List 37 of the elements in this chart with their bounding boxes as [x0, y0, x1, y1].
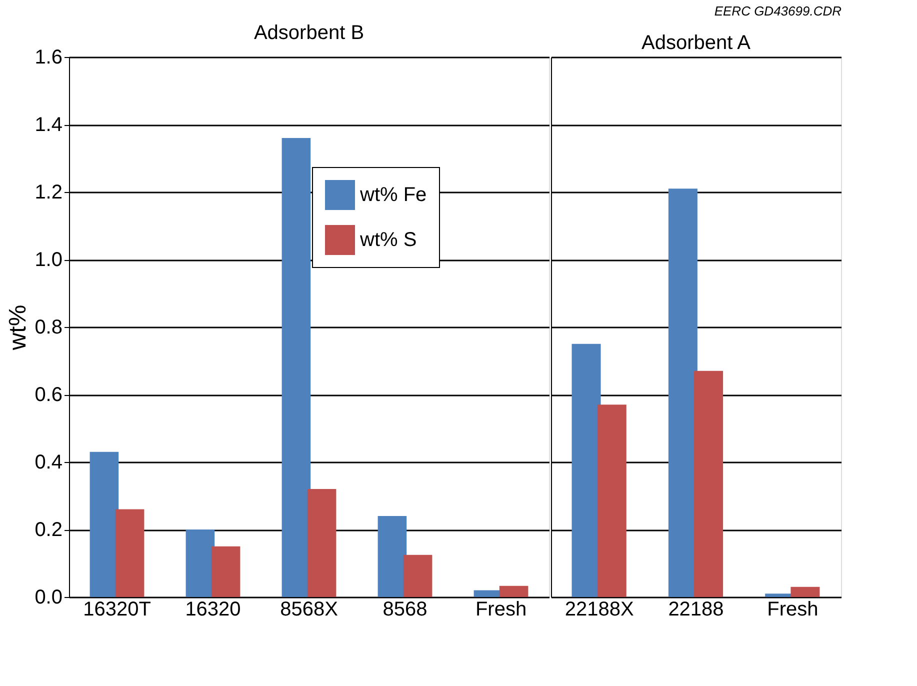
- chart-title: Adsorbent B: [254, 22, 364, 44]
- y-axis-title: wt%: [4, 304, 32, 352]
- x-tick-label: Fresh: [475, 598, 527, 620]
- x-tick-label: 8568X: [280, 598, 338, 620]
- legend-label: wt% Fe: [359, 184, 427, 206]
- bar: [115, 509, 144, 597]
- bar: [790, 586, 820, 597]
- x-tick-label: Fresh: [767, 598, 818, 620]
- y-tick-label: 0.4: [34, 452, 62, 474]
- bar: [668, 188, 698, 597]
- chart-title: Adsorbent A: [642, 32, 752, 54]
- text: EERC GD43699.CDR: [714, 4, 842, 18]
- y-tick-label: 1.6: [34, 46, 62, 68]
- bar: [307, 489, 336, 597]
- y-tick-label: 0.8: [34, 316, 62, 338]
- x-tick-label: 22188: [668, 598, 724, 620]
- x-tick-label: 16320T: [83, 598, 151, 620]
- bar: [90, 452, 119, 597]
- bar: [403, 554, 432, 597]
- bar: [378, 516, 407, 597]
- bar: [211, 546, 240, 597]
- y-tick-label: 1.0: [34, 249, 62, 271]
- bar: [499, 586, 528, 597]
- y-tick-label: 0.6: [34, 384, 62, 406]
- y-tick-label: 1.4: [34, 114, 62, 136]
- y-tick-label: 0.2: [34, 519, 62, 541]
- bar: [572, 344, 601, 597]
- x-tick-label: 8568: [382, 598, 428, 620]
- legend-label: wt% S: [359, 229, 417, 251]
- x-tick-label: 16320: [185, 598, 241, 620]
- y-tick-label: 0.0: [34, 586, 62, 608]
- bar: [282, 138, 311, 597]
- bar: [694, 370, 724, 597]
- x-tick-label: 22188X: [564, 598, 634, 620]
- y-tick-label: 1.2: [34, 182, 62, 204]
- bar: [186, 530, 215, 597]
- bar: [597, 404, 626, 597]
